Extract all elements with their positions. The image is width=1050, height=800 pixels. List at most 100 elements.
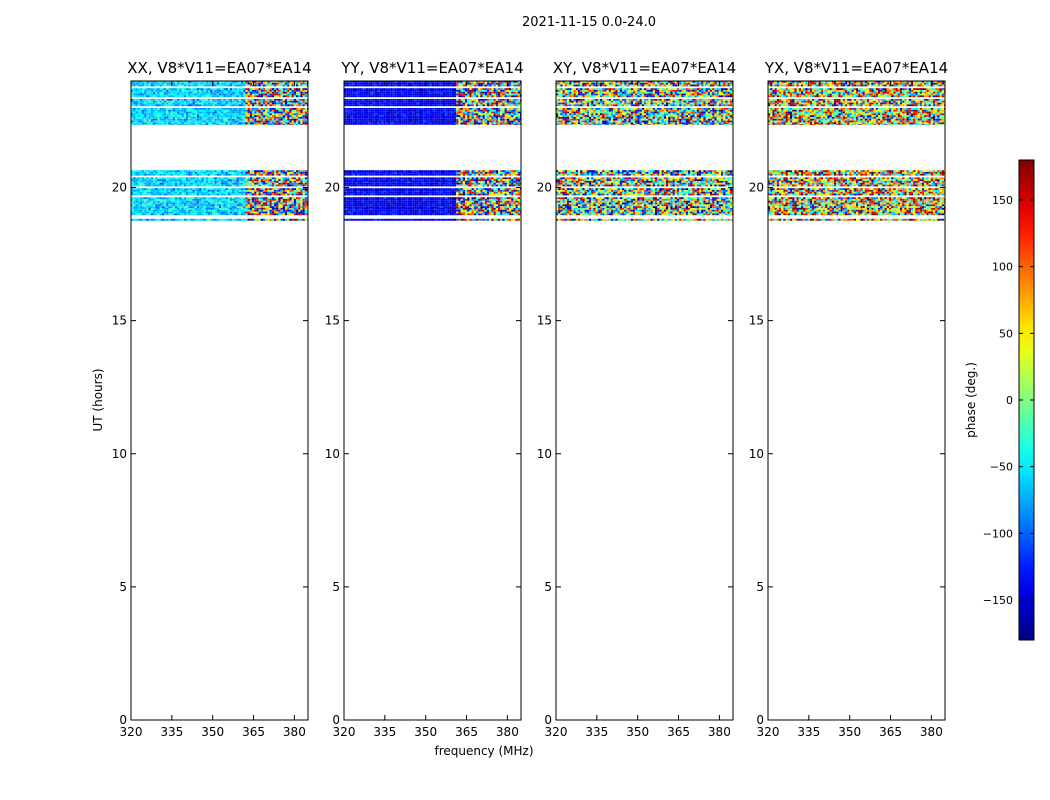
heatmap-cell bbox=[478, 188, 481, 190]
heatmap-cell bbox=[150, 88, 153, 90]
heatmap-cell bbox=[216, 184, 219, 187]
heatmap-cell bbox=[236, 197, 239, 199]
heatmap-cell bbox=[478, 172, 481, 174]
heatmap-cell bbox=[186, 211, 189, 214]
heatmap-cell bbox=[230, 179, 233, 181]
heatmap-cell bbox=[269, 88, 272, 90]
heatmap-cell bbox=[197, 200, 200, 203]
heatmap-cell bbox=[212, 218, 215, 221]
heatmap-cell bbox=[258, 191, 261, 194]
heatmap-cell bbox=[436, 191, 439, 194]
heatmap-cell bbox=[221, 111, 224, 114]
heatmap-cell bbox=[263, 99, 266, 101]
heatmap-cell bbox=[372, 182, 375, 185]
heatmap-cell bbox=[131, 179, 134, 181]
heatmap-cell bbox=[368, 199, 371, 201]
heatmap-cell bbox=[300, 190, 303, 192]
heatmap-cell bbox=[241, 177, 244, 180]
heatmap-cell bbox=[236, 104, 239, 107]
heatmap-cell bbox=[366, 184, 369, 187]
heatmap-cell bbox=[203, 181, 206, 183]
heatmap-cell bbox=[243, 204, 246, 207]
heatmap-cell bbox=[388, 188, 391, 190]
heatmap-cell bbox=[214, 84, 217, 87]
heatmap-cell bbox=[243, 124, 246, 125]
heatmap-cell bbox=[462, 172, 465, 174]
heatmap-cell bbox=[148, 88, 151, 90]
heatmap-cell bbox=[487, 172, 490, 174]
heatmap-cell bbox=[232, 211, 235, 214]
heatmap-cell bbox=[181, 91, 184, 94]
heatmap-cell bbox=[352, 177, 355, 180]
heatmap-cell bbox=[144, 181, 147, 183]
heatmap-cell bbox=[234, 177, 237, 180]
heatmap-cell bbox=[205, 211, 208, 214]
heatmap-cell bbox=[135, 218, 138, 221]
heatmap-cell bbox=[278, 108, 281, 110]
heatmap-cell bbox=[421, 170, 424, 172]
heatmap-cell bbox=[177, 188, 180, 190]
heatmap-cell bbox=[238, 190, 241, 192]
heatmap-cell bbox=[293, 181, 296, 183]
heatmap-cell bbox=[416, 188, 419, 190]
heatmap-cell bbox=[473, 197, 476, 199]
heatmap-cell bbox=[192, 200, 195, 203]
heatmap-cell bbox=[471, 181, 474, 183]
heatmap-cell bbox=[469, 197, 472, 199]
heatmap-cell bbox=[304, 108, 307, 110]
heatmap-cell bbox=[159, 209, 162, 212]
heatmap-cell bbox=[131, 177, 134, 180]
heatmap-cell bbox=[205, 109, 208, 112]
heatmap-cell bbox=[405, 184, 408, 187]
heatmap-cell bbox=[504, 188, 507, 190]
heatmap-cell bbox=[131, 206, 134, 208]
heatmap-cell bbox=[161, 100, 164, 103]
heatmap-cell bbox=[447, 170, 450, 172]
heatmap-cell bbox=[506, 173, 509, 176]
heatmap-cell bbox=[139, 104, 142, 107]
y-tick-label: 0 bbox=[119, 713, 127, 727]
heatmap-cell bbox=[451, 190, 454, 192]
heatmap-cell bbox=[223, 208, 226, 210]
heatmap-cell bbox=[487, 190, 490, 192]
y-tick-label: 10 bbox=[112, 447, 127, 461]
heatmap-cell bbox=[423, 170, 426, 172]
heatmap-cell bbox=[249, 122, 252, 125]
heatmap-cell bbox=[304, 120, 307, 123]
heatmap-cell bbox=[177, 204, 180, 207]
heatmap-cell bbox=[388, 179, 391, 181]
heatmap-cell bbox=[249, 117, 252, 119]
heatmap-cell bbox=[214, 191, 217, 194]
heatmap-cell bbox=[289, 100, 292, 103]
heatmap-cell bbox=[150, 118, 153, 121]
heatmap-cell bbox=[274, 100, 277, 103]
heatmap-cell bbox=[142, 122, 145, 125]
heatmap-cell bbox=[465, 193, 468, 196]
heatmap-cell bbox=[232, 182, 235, 185]
heatmap-cell bbox=[232, 188, 235, 190]
heatmap-cell bbox=[429, 181, 432, 183]
heatmap-cell bbox=[265, 120, 268, 123]
heatmap-cell bbox=[390, 179, 393, 181]
heatmap-cell bbox=[186, 88, 189, 90]
heatmap-cell bbox=[366, 182, 369, 185]
heatmap-cell bbox=[293, 200, 296, 203]
heatmap-cell bbox=[208, 190, 211, 192]
heatmap-cell bbox=[300, 211, 303, 214]
heatmap-cell bbox=[201, 93, 204, 96]
heatmap-cell bbox=[181, 111, 184, 114]
heatmap-cell bbox=[289, 102, 292, 105]
heatmap-cell bbox=[304, 179, 307, 181]
heatmap-cell bbox=[381, 188, 384, 190]
heatmap-cell bbox=[133, 82, 136, 85]
heatmap-cell bbox=[372, 190, 375, 192]
heatmap-cell bbox=[221, 99, 224, 101]
heatmap-cell bbox=[498, 197, 501, 199]
heatmap-cell bbox=[394, 182, 397, 185]
heatmap-cell bbox=[201, 99, 204, 101]
heatmap-cell bbox=[230, 190, 233, 192]
heatmap-cell bbox=[285, 118, 288, 121]
heatmap-cell bbox=[344, 172, 347, 174]
heatmap-cell bbox=[234, 208, 237, 210]
heatmap-cell bbox=[210, 170, 213, 172]
